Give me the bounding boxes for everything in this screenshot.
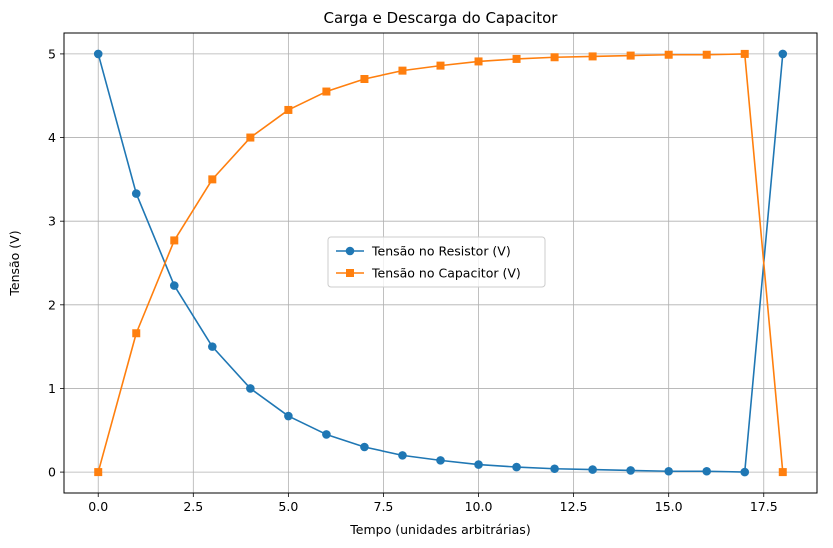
legend-item: Tensão no Resistor (V) bbox=[336, 244, 511, 259]
chart-title: Carga e Descarga do Capacitor bbox=[324, 9, 559, 27]
data-point bbox=[474, 460, 483, 469]
data-point bbox=[93, 49, 103, 59]
data-point bbox=[664, 466, 673, 476]
x-tick-label: 2.5 bbox=[183, 499, 203, 514]
data-point bbox=[588, 52, 597, 61]
data-point bbox=[284, 105, 293, 114]
data-point bbox=[740, 49, 749, 58]
data-point bbox=[246, 384, 255, 393]
y-tick-label: 0 bbox=[48, 465, 56, 480]
data-point bbox=[169, 281, 179, 290]
series-1 bbox=[93, 49, 788, 477]
data-point bbox=[436, 61, 445, 70]
data-point bbox=[778, 49, 788, 59]
data-point bbox=[208, 342, 217, 351]
x-tick-label: 17.5 bbox=[750, 499, 778, 514]
data-point bbox=[778, 468, 787, 477]
data-point bbox=[360, 75, 369, 83]
plot-frame bbox=[63, 32, 818, 494]
data-point bbox=[322, 430, 331, 439]
data-point bbox=[588, 465, 597, 474]
x-tick-label: 7.5 bbox=[374, 499, 394, 514]
x-tick-label: 10.0 bbox=[465, 499, 493, 514]
data-point bbox=[246, 133, 255, 142]
series-layer bbox=[93, 49, 788, 477]
data-point bbox=[360, 442, 369, 452]
data-point bbox=[170, 236, 179, 245]
axis-ticks: 0.0 2.5 5.0 7.5 10.0 12.5 15.0 17.5 0 1 2 3 4 5 bbox=[48, 46, 778, 514]
data-point bbox=[474, 57, 483, 66]
y-axis-label: Tensão (V) bbox=[7, 230, 22, 296]
x-tick-label: 12.5 bbox=[560, 499, 588, 514]
legend-box bbox=[327, 236, 546, 288]
legend-marker bbox=[345, 246, 355, 256]
data-point bbox=[664, 50, 673, 59]
data-point bbox=[626, 466, 635, 475]
y-tick-label: 2 bbox=[48, 297, 56, 312]
legend-marker bbox=[346, 269, 354, 277]
data-point bbox=[436, 456, 445, 465]
data-point bbox=[398, 66, 407, 75]
y-tick-label: 1 bbox=[48, 381, 56, 396]
data-point bbox=[132, 329, 141, 338]
legend-label: Tensão no Capacitor (V) bbox=[371, 266, 521, 281]
x-axis-label: Tempo (unidades arbitrárias) bbox=[349, 522, 530, 537]
data-point bbox=[131, 189, 141, 198]
data-point bbox=[550, 464, 559, 474]
y-tick-label: 3 bbox=[48, 214, 56, 229]
series-2 bbox=[94, 49, 787, 477]
data-point bbox=[398, 451, 407, 460]
data-point bbox=[702, 50, 711, 59]
data-point bbox=[322, 87, 331, 96]
data-point bbox=[740, 467, 750, 477]
y-tick-label: 4 bbox=[48, 130, 56, 145]
data-point bbox=[550, 53, 559, 62]
data-point bbox=[626, 51, 635, 60]
data-point bbox=[512, 462, 521, 472]
data-point bbox=[702, 466, 712, 476]
x-tick-label: 15.0 bbox=[655, 499, 683, 514]
legend-label: Tensão no Resistor (V) bbox=[371, 244, 511, 259]
x-tick-label: 5.0 bbox=[278, 499, 298, 514]
legend: Tensão no Resistor (V) Tensão no Capacito… bbox=[327, 236, 546, 288]
data-point bbox=[94, 468, 103, 477]
y-tick-label: 5 bbox=[48, 46, 56, 61]
legend-item: Tensão no Capacitor (V) bbox=[336, 266, 521, 281]
data-point bbox=[512, 54, 521, 63]
x-tick-label: 0.0 bbox=[88, 499, 108, 514]
data-point bbox=[208, 175, 217, 184]
data-point bbox=[284, 411, 293, 421]
